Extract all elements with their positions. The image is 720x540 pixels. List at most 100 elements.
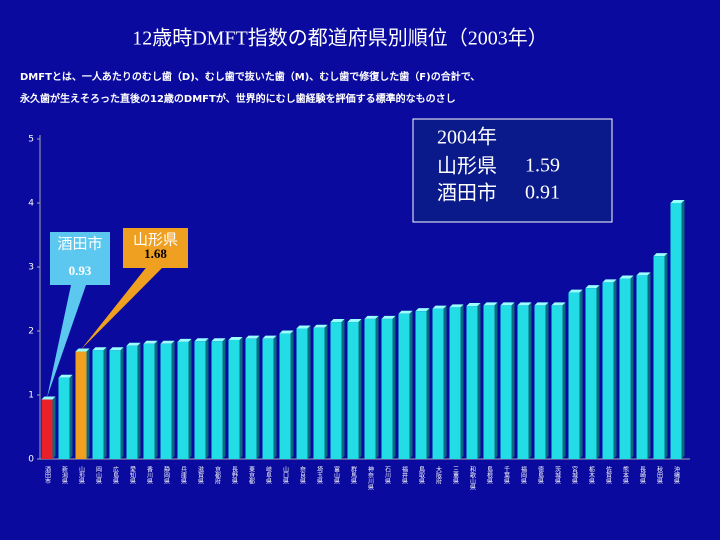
bar-side	[460, 304, 464, 459]
bar-top	[279, 330, 294, 334]
subtitle: DMFTとは、一人あたりのむし歯（D)、むし歯で抜いた歯（M)、むし歯で修復した…	[20, 70, 480, 83]
bar-top	[415, 308, 430, 312]
x-tick-label: 和歌山県	[469, 465, 476, 491]
chart-title: 12歳時DMFT指数の都道府県別順位（2003年）	[132, 27, 548, 50]
subtitle: 永久歯が生えそろった直後の12歳のDMFTが、世界的にむし歯経験を評価する標準的…	[19, 92, 456, 105]
bar-top	[41, 396, 56, 400]
bar-top	[534, 302, 549, 306]
x-tick-label: 岐阜県	[265, 465, 272, 485]
bar	[364, 318, 376, 459]
bar	[58, 377, 70, 459]
info-name: 山形県	[437, 154, 497, 178]
bar-top	[585, 285, 600, 289]
bar-side	[545, 302, 549, 459]
bar	[245, 338, 257, 459]
bar	[568, 292, 580, 459]
bar-top	[466, 303, 481, 307]
x-tick-label: 岡山県	[95, 466, 102, 485]
x-tick-label: 静岡県	[163, 465, 170, 485]
bar-side	[630, 275, 634, 459]
x-tick-label: 兵庫県	[180, 465, 187, 485]
x-tick-label: 三重県	[452, 466, 459, 485]
y-tick-label: 5	[28, 135, 34, 145]
x-tick-label: 秋田県	[656, 465, 663, 485]
bar-side	[511, 302, 515, 459]
bar-top	[483, 302, 498, 306]
bar-side	[375, 315, 379, 459]
bar-top	[160, 340, 175, 344]
bar	[211, 341, 223, 459]
bar-side	[52, 396, 56, 459]
x-tick-label: 群馬県	[350, 465, 357, 485]
bar	[670, 203, 682, 459]
bar	[177, 341, 189, 459]
x-tick-label: 山形県	[78, 465, 85, 485]
bar	[534, 305, 546, 459]
callout-value: 1.68	[144, 246, 167, 261]
callout-pointer	[47, 285, 86, 398]
bar-top	[262, 335, 277, 339]
bar-side	[222, 338, 226, 459]
callout-value: 0.93	[69, 263, 92, 278]
bar	[636, 275, 648, 459]
callout-label: 酒田市	[57, 235, 102, 253]
x-tick-label: 香川県	[146, 465, 153, 485]
x-tick-label: 熊本県	[622, 465, 629, 485]
bar-top	[126, 342, 141, 346]
x-tick-label: 福岡県	[520, 465, 527, 485]
bar-side	[409, 310, 413, 459]
info-value: 0.91	[525, 182, 560, 204]
x-tick-label: 千葉県	[503, 465, 510, 485]
bar	[585, 288, 597, 459]
bar-top	[347, 319, 362, 323]
bar-side	[358, 319, 362, 459]
bar	[483, 305, 495, 459]
bar	[109, 350, 121, 459]
bar-top	[381, 315, 396, 319]
x-tick-label: 石川県	[384, 466, 391, 485]
bar-top	[619, 275, 634, 279]
bar-side	[528, 302, 532, 459]
bar	[432, 308, 444, 459]
bar-side	[69, 374, 73, 459]
info-value: 1.59	[525, 155, 560, 177]
x-tick-label: 栃木県	[588, 465, 595, 485]
bar	[381, 318, 393, 459]
callout-pointer	[81, 268, 162, 350]
bar-top	[653, 253, 668, 257]
bar-side	[443, 305, 447, 459]
x-tick-label: 神奈川県	[367, 465, 374, 491]
bar-side	[494, 302, 498, 459]
bar-top	[670, 200, 685, 203]
x-tick-label: 埼玉県	[316, 465, 323, 485]
bar	[619, 278, 631, 459]
bar-top	[602, 279, 617, 283]
bar	[262, 338, 274, 459]
bar-top	[245, 335, 260, 339]
bar-side	[86, 348, 90, 459]
bar-top	[194, 338, 209, 342]
bar	[194, 341, 206, 459]
x-tick-label: 沖縄県	[673, 465, 680, 485]
bar	[279, 333, 291, 459]
bar	[517, 305, 529, 459]
bar-side	[681, 200, 685, 459]
bar-top	[75, 348, 90, 352]
x-tick-label: 鳥取県	[418, 465, 425, 485]
bar-top	[211, 338, 226, 342]
x-tick-label: 奈良県	[299, 465, 306, 485]
bar-side	[647, 272, 651, 459]
x-tick-label: 滋賀県	[197, 465, 204, 485]
x-tick-label: 佐賀県	[605, 465, 612, 485]
bar	[602, 282, 614, 459]
bar-side	[120, 347, 124, 459]
x-tick-label: 富山県	[333, 465, 340, 485]
bar-side	[205, 338, 209, 459]
bar	[313, 327, 325, 459]
x-tick-label: 長崎県	[639, 466, 646, 485]
bar	[75, 351, 87, 459]
bar-top	[313, 324, 328, 328]
bar-side	[171, 340, 175, 459]
info-name: 酒田市	[437, 181, 497, 205]
bar-side	[273, 335, 277, 459]
